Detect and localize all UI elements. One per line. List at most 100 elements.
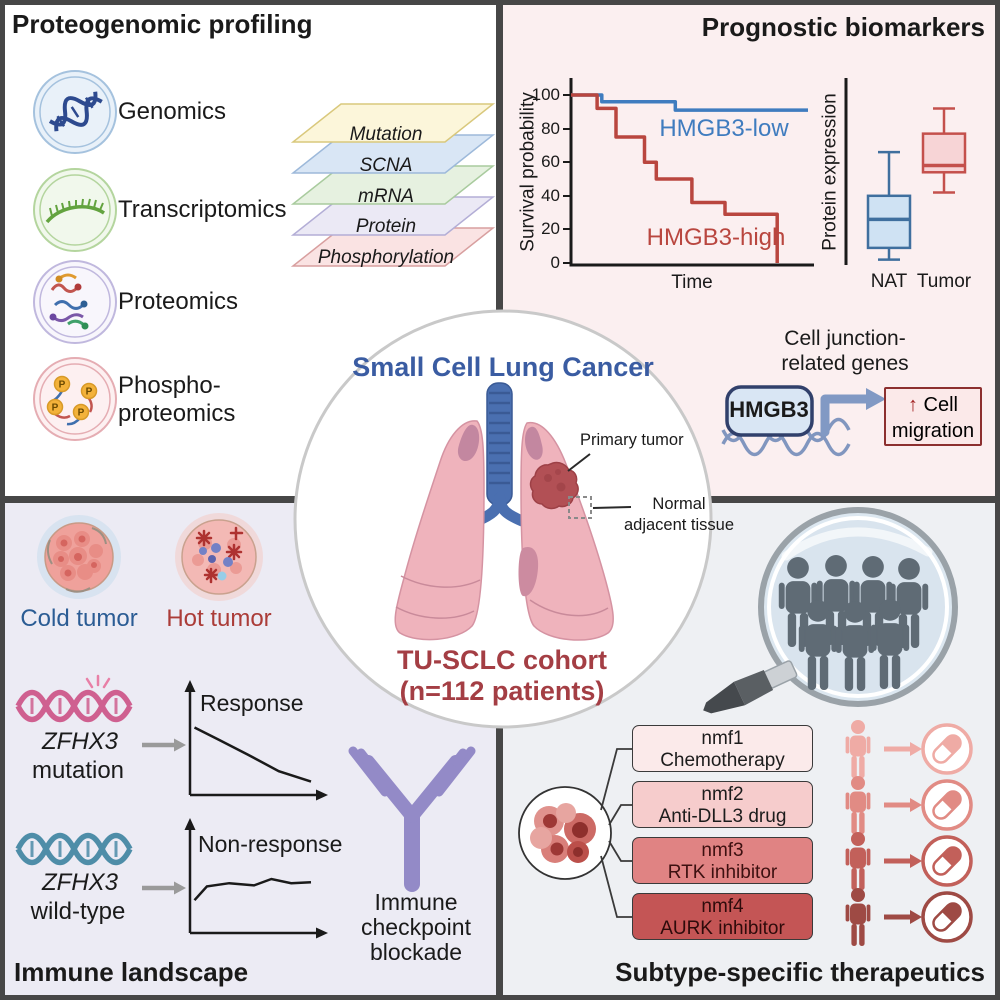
zfhx3-mutation-state: mutation [31,757,125,784]
phosphate-p-label: P [52,403,59,414]
layer-label-mrna: mRNA [358,186,414,207]
nmf2-name: nmf2 [701,784,744,805]
nat-pointer [592,506,632,509]
bent-arrow-icon [820,388,886,437]
panel-title-prognostic: Prognostic biomarkers [701,12,985,42]
primary-tumor-pointer [567,453,591,472]
omics-label-phosphoproteomics: Phospho- proteomics [118,372,236,427]
subtype-row-nmf3 [845,832,973,890]
km-xlabel: Time [671,272,713,293]
nmf4-box: nmf4 AURK inhibitor [632,893,813,940]
nonresponse-label: Non-response [198,831,343,857]
boxplot-category-nat: NAT [870,271,908,292]
panel-title-proteogenomic: Proteogenomic profiling [12,9,313,39]
hmgb3-gene-box [725,385,814,437]
omics-label-transcriptomics: Transcriptomics [118,196,287,223]
subtype-row-nmf4 [845,888,973,946]
nmf2-box: nmf2 Anti-DLL3 drug [632,781,813,828]
nmf1-name: nmf1 [701,728,744,749]
response-graph [184,680,328,801]
data-layer-stack [290,103,496,267]
km-legend-hmgb3-low: HMGB3-low [659,115,789,142]
km-ytick: 40 [541,186,560,205]
nmf1-box: nmf1 Chemotherapy [632,725,813,772]
cell-migration-box: ↑ Cell migration [884,387,982,446]
panel-title-immune: Immune landscape [14,957,249,987]
phosphate-p-label: P [59,380,66,391]
cohort-label: TU-SCLC cohort (n=112 patients) [397,645,607,706]
layer-label-protein: Protein [355,216,417,237]
omics-label-genomics: Genomics [118,98,227,125]
primary-tumor-label: Primary tumor [580,431,684,449]
normal-adjacent-tissue-label: Normal adjacent tissue [623,495,735,534]
subtype-outcome-rows [845,720,973,946]
km-ytick: 20 [541,219,560,238]
magnifier-icon [703,507,958,714]
zfhx3-wildtype-helix-icon [15,832,133,866]
cell-junction-caption: Cell junction- related genes [781,327,909,375]
hmgb3-gene-label: HMGB3 [729,397,809,422]
trachea [471,382,528,527]
cold-tumor-icon [37,515,121,599]
arrow-mutation [142,738,186,752]
phosphoproteomics-icon: P P P P [33,357,117,441]
km-legend-hmgb3-high: HMGB3-high [646,224,786,251]
nmf3-name: nmf3 [701,840,744,861]
phosphate-p-label: P [78,408,85,419]
km-plot [563,78,814,267]
antibody-icon [348,746,476,892]
primary-tumor-blob [529,461,579,510]
immune-checkpoint-blockade-label: Immune checkpoint blockade [361,889,471,965]
response-curve [193,726,312,783]
layer-label-phosphorylation: Phosphorylation [317,247,455,268]
km-ytick: 0 [550,253,560,272]
phosphate-p-label: P [86,387,93,398]
subtype-row-nmf2 [845,776,973,834]
lungs-illustration [394,382,632,641]
nmf2-therapy: Anti-DLL3 drug [658,806,787,827]
cell-migration-line2: migration [891,420,975,442]
hmgb3-mechanism [721,385,886,457]
nmf3-box: nmf3 RTK inhibitor [632,837,813,884]
nmf1-therapy: Chemotherapy [660,750,785,771]
subtype-connectors [600,748,632,918]
layer-label-mutation: Mutation [349,124,423,145]
nat-dashed-box [568,496,592,519]
panel-title-therapeutics: Subtype-specific therapeutics [615,957,985,987]
zfhx3-mutation-helix-icon [15,674,133,723]
center-title: Small Cell Lung Cancer [352,352,654,382]
omics-label-proteomics: Proteomics [118,288,239,315]
subtype-row-nmf1 [845,720,973,778]
transcriptomics-icon [33,168,117,252]
up-arrow-icon: ↑ [907,394,918,416]
arrow-wildtype [142,881,186,895]
cell-migration-line1: Cell [923,394,958,416]
nmf4-therapy: AURK inhibitor [660,918,785,939]
response-label: Response [200,690,304,716]
km-ytick: 80 [541,119,560,138]
nmf3-therapy: RTK inhibitor [667,862,778,883]
km-ytick: 60 [541,152,560,171]
boxplot-ylabel: Protein expression [819,93,841,251]
layer-label-scna: SCNA [359,155,413,176]
boxplot-category-tumor: Tumor [916,271,972,292]
tumor-subtype-circle [518,786,612,880]
nmf4-name: nmf4 [701,896,744,917]
hot-tumor-label: Hot tumor [166,605,272,632]
boxplot-tumor [921,107,967,194]
cold-tumor-label: Cold tumor [20,605,138,632]
hot-tumor-icon [175,513,263,601]
zfhx3-wildtype-gene: ZFHX3 [41,869,119,896]
proteomics-icon [33,260,117,344]
expression-boxplot [844,78,967,265]
km-curve-hmgb3-high [571,93,779,263]
layer-mutation [290,103,496,143]
km-ytick: 100 [531,85,560,104]
nonresponse-curve [193,877,312,902]
zfhx3-mutation-gene: ZFHX3 [41,728,119,755]
left-lung [394,420,485,641]
genomics-icon [33,70,117,154]
